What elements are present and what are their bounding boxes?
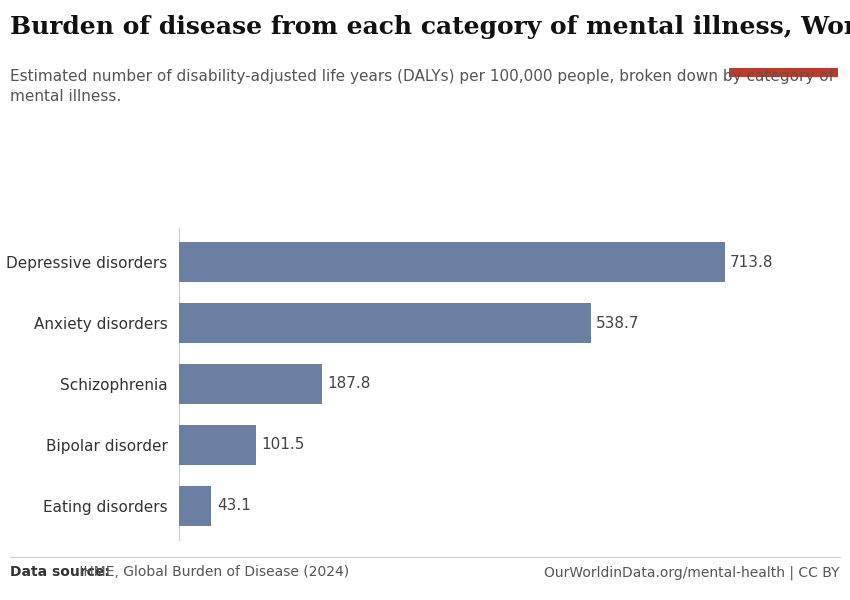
Bar <box>178 364 322 404</box>
Bar <box>178 303 591 343</box>
Text: 713.8: 713.8 <box>730 254 774 269</box>
Text: Our World
in Data: Our World in Data <box>751 22 817 50</box>
Bar <box>178 242 724 282</box>
Text: Estimated number of disability-adjusted life years (DALYs) per 100,000 people, b: Estimated number of disability-adjusted … <box>10 69 834 104</box>
Text: OurWorldinData.org/mental-health | CC BY: OurWorldinData.org/mental-health | CC BY <box>544 565 840 580</box>
Bar <box>178 486 212 526</box>
Text: 101.5: 101.5 <box>262 437 305 452</box>
Bar <box>729 68 838 77</box>
Text: IHME, Global Burden of Disease (2024): IHME, Global Burden of Disease (2024) <box>75 565 348 579</box>
Bar <box>178 425 256 465</box>
Text: Burden of disease from each category of mental illness, World, 2021: Burden of disease from each category of … <box>10 15 850 39</box>
Text: Data source:: Data source: <box>10 565 111 579</box>
Text: 187.8: 187.8 <box>327 377 371 391</box>
Text: 43.1: 43.1 <box>217 499 251 514</box>
Text: 538.7: 538.7 <box>596 316 639 331</box>
